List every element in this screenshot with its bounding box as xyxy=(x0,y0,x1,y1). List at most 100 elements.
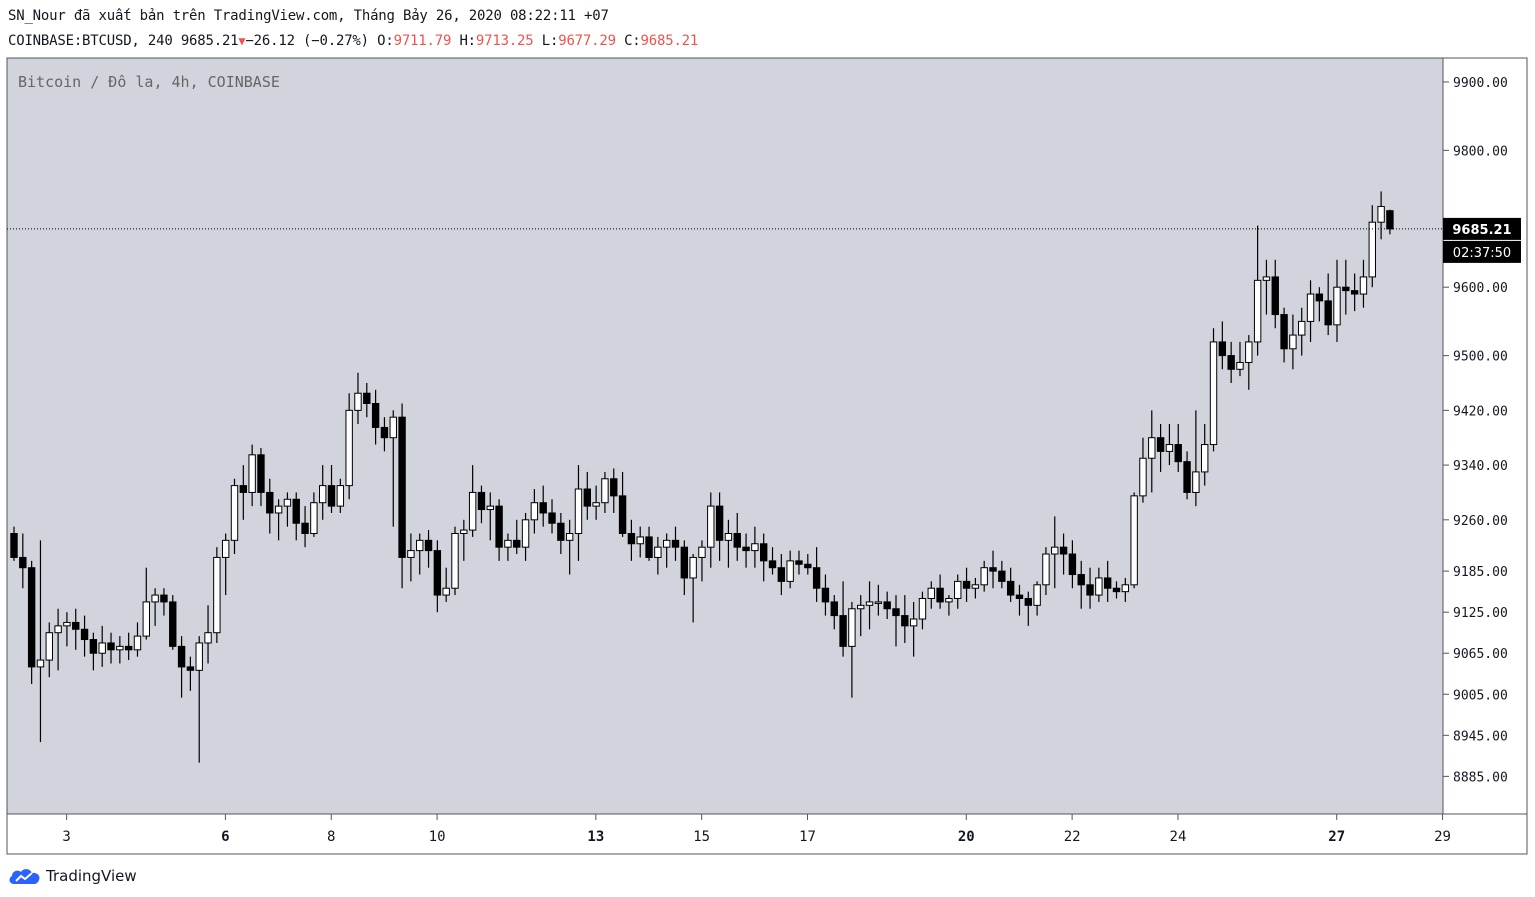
candle-down xyxy=(1324,300,1332,326)
time-axis[interactable] xyxy=(6,813,1528,855)
candle-up xyxy=(504,539,512,548)
y-tick-label: 8945.00 xyxy=(1453,729,1508,744)
candle-up xyxy=(1033,584,1041,606)
candle-down xyxy=(742,546,750,552)
symbol-label: COINBASE:BTCUSD, 240 xyxy=(8,33,173,49)
candle-up xyxy=(1130,495,1138,586)
candle-up xyxy=(1306,293,1315,322)
countdown-tag-text: 02:37:50 xyxy=(1453,246,1511,261)
candle-down xyxy=(936,587,944,603)
candle-up xyxy=(592,502,600,507)
candle-up xyxy=(848,608,856,647)
last-price-tag-text: 9685.21 xyxy=(1452,223,1511,238)
candle-down xyxy=(830,601,838,617)
y-tick-label: 8885.00 xyxy=(1453,770,1508,785)
high-value: 9713.25 xyxy=(475,33,534,49)
candle-down xyxy=(380,426,389,439)
candle-down xyxy=(1350,290,1359,295)
candle-up xyxy=(1359,276,1368,295)
candle-down xyxy=(1015,594,1024,599)
candle-up xyxy=(530,502,539,521)
candle-down xyxy=(680,546,689,579)
x-axis-ticks: 3 6 8 10 13 15 17 20 22 24 27 29 xyxy=(62,814,1451,845)
candle-down xyxy=(539,502,547,514)
candle-up xyxy=(204,632,212,644)
tradingview-cloud-icon xyxy=(9,869,40,884)
candle-down xyxy=(1218,341,1227,357)
candle-down xyxy=(892,608,900,617)
candle-down xyxy=(583,488,591,507)
candle-down xyxy=(645,536,653,558)
candle-down xyxy=(618,495,627,534)
candle-up xyxy=(310,502,318,534)
candle-down xyxy=(557,522,565,541)
y-axis-ticks: 9900.00 9800.00 9500.00 9420.00 9340.00 9260.… xyxy=(1443,76,1508,785)
candle-down xyxy=(768,560,777,569)
candle-up xyxy=(1298,320,1306,336)
tradingview-logo[interactable]: TradingView xyxy=(8,866,137,886)
candle-up xyxy=(857,604,865,610)
candle-up xyxy=(521,519,530,548)
candle-down xyxy=(1386,210,1394,230)
x-tick-label: 8 xyxy=(327,829,335,845)
candle-down xyxy=(1086,584,1094,596)
candle-down xyxy=(610,478,618,497)
candle-up xyxy=(874,601,883,604)
candle-up xyxy=(1051,546,1059,555)
candle-up xyxy=(1245,341,1253,363)
candle-up xyxy=(980,567,988,586)
candle-up xyxy=(909,618,918,627)
candle-up xyxy=(1121,584,1130,593)
candle-up xyxy=(865,601,874,606)
candle-up xyxy=(1148,437,1156,459)
low-value: 9677.29 xyxy=(558,33,616,49)
candle-down xyxy=(124,645,133,651)
candle-up xyxy=(213,556,221,634)
candle-down xyxy=(495,505,503,548)
candle-down xyxy=(1271,276,1279,316)
y-tick-label: 9420.00 xyxy=(1453,404,1508,419)
candle-up xyxy=(927,587,935,599)
candle-up xyxy=(63,621,71,627)
candle-down xyxy=(169,601,177,647)
price-axis[interactable] xyxy=(1442,57,1528,815)
candle-down xyxy=(424,539,433,552)
published-by-line: SN_Nour đã xuất bản trên TradingView.com… xyxy=(8,8,609,24)
candle-down xyxy=(1068,553,1077,576)
candle-down xyxy=(883,601,891,610)
candle-up xyxy=(151,594,159,603)
candle-down xyxy=(1315,293,1324,302)
candle-down xyxy=(89,639,98,654)
candle-down xyxy=(477,491,486,511)
candle-down xyxy=(177,645,186,668)
candle-up xyxy=(442,587,450,596)
candle-down xyxy=(671,539,680,548)
candle-up xyxy=(221,539,230,558)
candle-up xyxy=(116,645,124,651)
open-label: O: xyxy=(377,33,394,49)
symbol-ohlc-line: COINBASE:BTCUSD, 240 9685.21▼−26.12 (−0.… xyxy=(8,33,698,49)
candle-up xyxy=(36,659,45,668)
y-tick-label: 9500.00 xyxy=(1453,350,1508,365)
y-tick-label: 9065.00 xyxy=(1453,647,1508,662)
candle-down xyxy=(1280,314,1288,350)
candle-down xyxy=(257,454,265,493)
candle-up xyxy=(274,505,283,514)
x-tick-label: 24 xyxy=(1170,829,1187,845)
candle-down xyxy=(301,522,309,534)
candle-down xyxy=(1227,355,1235,370)
plot-area[interactable] xyxy=(6,57,1444,815)
candle-up xyxy=(416,539,424,552)
candle-down xyxy=(812,567,821,589)
candle-down xyxy=(821,587,830,603)
candle-up xyxy=(407,550,415,558)
candle-up xyxy=(1095,577,1103,596)
x-tick-label: 6 xyxy=(221,829,229,845)
candle-up xyxy=(1165,444,1174,452)
candle-down xyxy=(513,539,521,548)
candle-down xyxy=(839,615,847,647)
candle-up xyxy=(460,529,468,534)
x-tick-label: 17 xyxy=(799,829,816,845)
candle-up xyxy=(1042,553,1050,586)
